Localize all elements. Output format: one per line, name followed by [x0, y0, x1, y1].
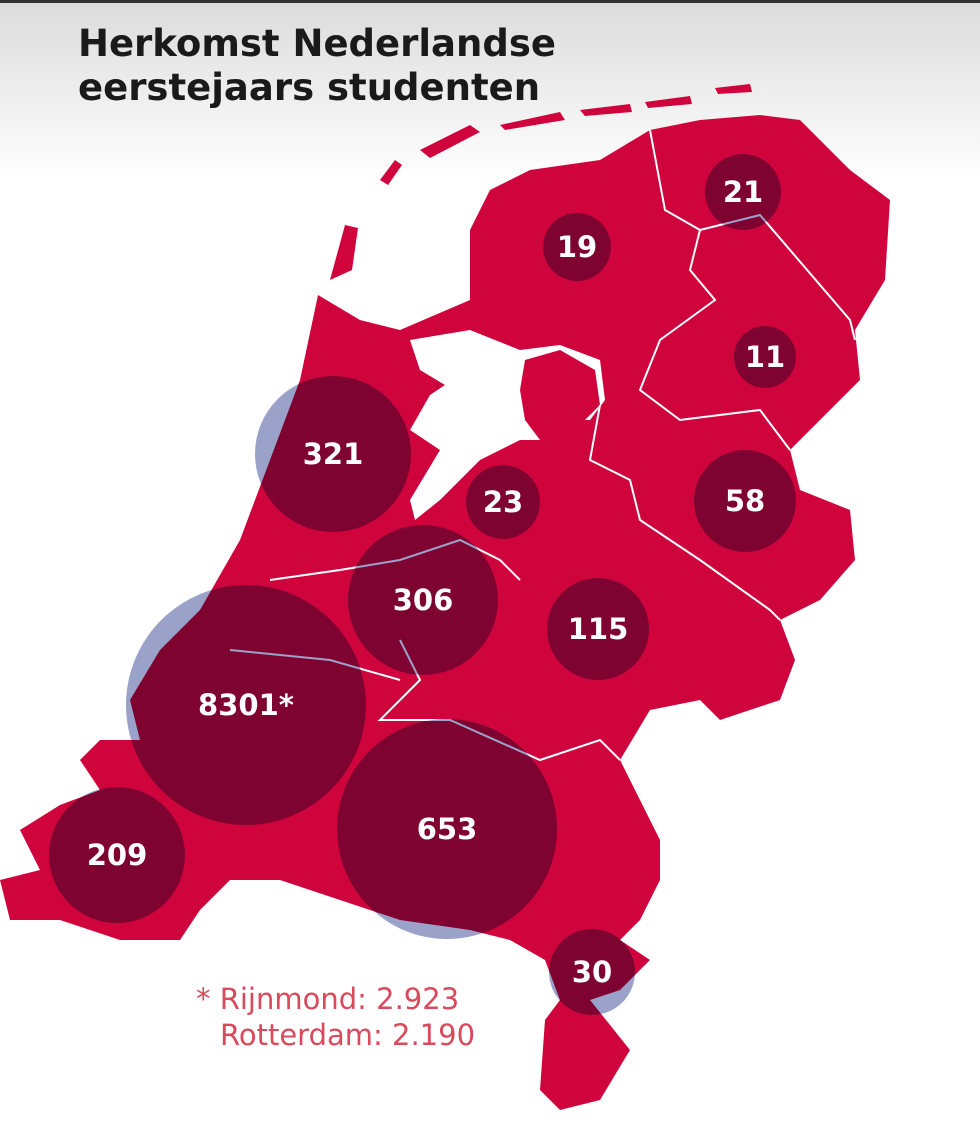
bubble-label: 58 [725, 484, 765, 518]
bubble [547, 578, 649, 680]
bubble [466, 465, 540, 539]
bubble-label: 23 [483, 485, 523, 519]
bubble-label: 209 [87, 838, 148, 872]
bubble [255, 376, 411, 532]
bubble-label: 321 [303, 437, 364, 471]
flevoland [520, 350, 600, 440]
bubble-label: 11 [745, 340, 785, 374]
bubble [337, 719, 557, 939]
bubble [694, 450, 796, 552]
bubble [543, 213, 611, 281]
bubble-label: 306 [393, 583, 454, 617]
bubble-label: 30 [572, 955, 612, 989]
bubble-label: 115 [568, 612, 629, 646]
bubble-label: 21 [723, 175, 763, 209]
footnote-line: Rotterdam: 2.190 [220, 1018, 476, 1052]
bubble [49, 787, 185, 923]
bubble [126, 585, 366, 825]
bubble-label: 653 [417, 812, 478, 846]
bubble [348, 525, 498, 675]
bubble [705, 154, 781, 230]
bubble-label: 8301* [198, 688, 294, 722]
bubbles: 21 19 11 321 23 58 306 115 8301* 653 209 30 [49, 154, 796, 1015]
bubble [549, 929, 635, 1015]
title: Herkomst Nederlandse eerstejaars student… [78, 22, 556, 109]
header-background [0, 0, 980, 180]
bubble [734, 326, 796, 388]
bubble-label: 19 [557, 230, 597, 264]
footnote-line: * Rijnmond: 2.923 [196, 982, 460, 1016]
